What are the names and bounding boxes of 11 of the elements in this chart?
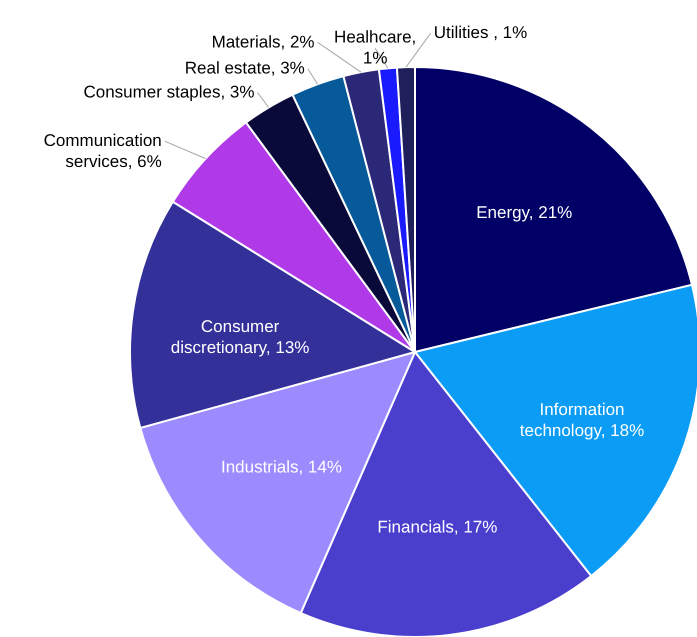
slice-label: Industrials, 14% <box>220 458 342 477</box>
slice-label: Information technology, 18% <box>520 400 644 440</box>
slice-label: Energy, 21% <box>476 203 572 222</box>
slice-label: Utilities , 1% <box>434 23 528 42</box>
slice-label: Consumer discretionary, 13% <box>170 316 310 357</box>
slice-label: Communication services, 6% <box>44 131 162 172</box>
slice-label: Financials, 17% <box>377 517 498 536</box>
slice-label: Consumer staples, 3% <box>83 82 254 102</box>
slice-label: Real estate, 3% <box>184 58 305 78</box>
slice-label: Healhcare, 1% <box>334 27 416 68</box>
slice-label: Materials, 2% <box>212 32 315 52</box>
